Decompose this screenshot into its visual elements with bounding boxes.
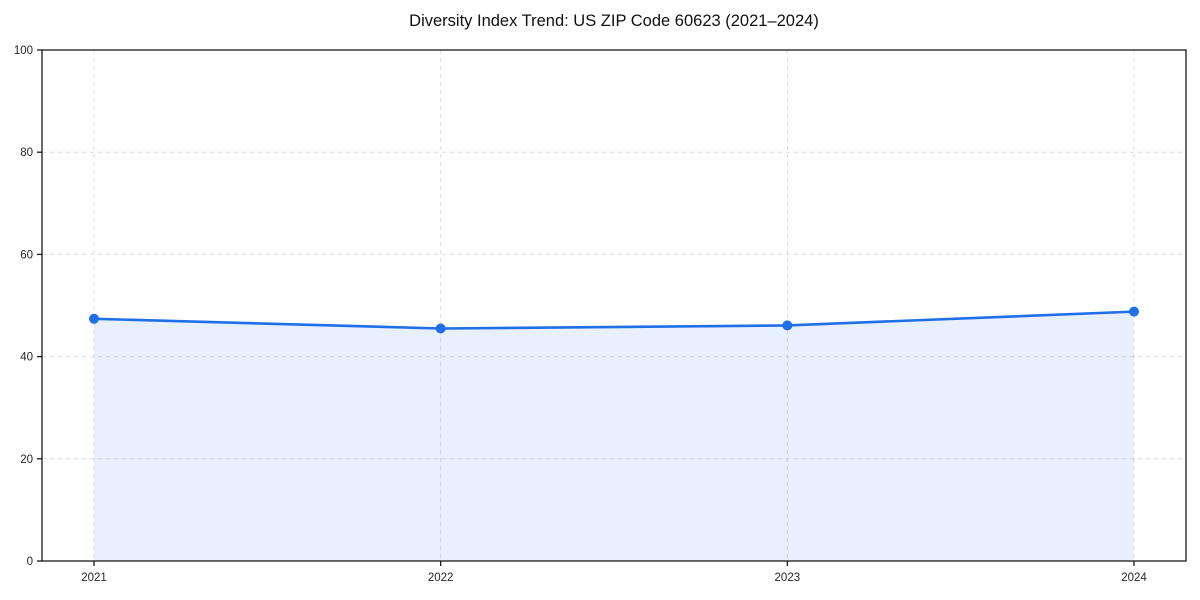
y-tick-label: 40 <box>20 352 33 364</box>
trend-line <box>92 310 1136 330</box>
area-fill <box>94 311 1134 561</box>
data-point-2022 <box>435 323 446 334</box>
chart-title: Diversity Index Trend: US ZIP Code 60623… <box>409 12 819 30</box>
y-tick-label: 100 <box>14 45 33 57</box>
y-tick-label: 20 <box>20 454 33 466</box>
y-tick-label: 80 <box>20 147 33 159</box>
x-tick-label: 2022 <box>428 572 454 584</box>
data-point-2021 <box>89 313 99 324</box>
data-point-2024 <box>1129 306 1139 317</box>
plot-border <box>41 49 1187 562</box>
x-tick-label: 2023 <box>775 572 801 584</box>
data-point-2023 <box>782 320 793 331</box>
y-tick-label: 60 <box>20 249 33 261</box>
x-tick-label: 2021 <box>81 572 107 584</box>
x-tick-label: 2024 <box>1121 572 1147 584</box>
y-tick-label: 0 <box>27 556 33 568</box>
